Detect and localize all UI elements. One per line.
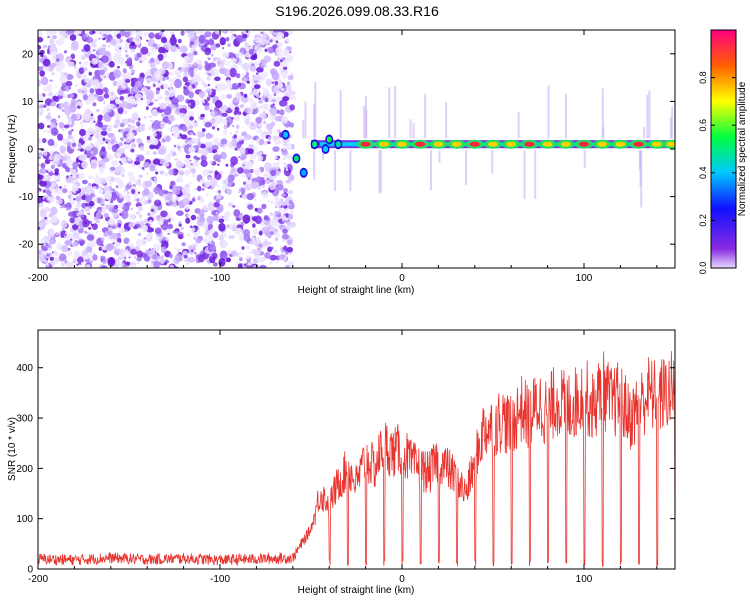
spectrogram-xlabel: Height of straight line (km) — [298, 285, 415, 296]
colorbar-gradient — [710, 29, 737, 269]
snr-plot-frame — [37, 329, 676, 570]
colorbar-tick-label: 0.0 — [698, 262, 708, 275]
snr-ytick-label: 300 — [16, 414, 33, 425]
snr-ytick-label: 400 — [16, 363, 33, 374]
track-blob-core — [293, 155, 299, 162]
snr-ytick-label: 0 — [27, 565, 33, 576]
track-peak — [397, 141, 407, 147]
snr-xlabel: Height of straight line (km) — [298, 585, 415, 596]
spectrogram-xtick-label: 100 — [576, 273, 593, 284]
spectrogram-ytick-label: 0 — [27, 145, 33, 156]
figure-title: S196.2026.099.08.33.R16 — [275, 3, 439, 19]
spectrogram-xtick-label: 0 — [399, 273, 405, 284]
spectrogram-ylabel: Frequency (Hz) — [7, 115, 18, 184]
track-blob-core — [301, 169, 307, 176]
snr-xtick-label: -200 — [28, 574, 48, 585]
snr-xtick-label: 100 — [576, 574, 593, 585]
spectrogram-xtick-label: -200 — [28, 273, 48, 284]
track-peak — [579, 141, 589, 147]
track-blob-core — [312, 141, 318, 148]
track-peak — [633, 141, 644, 147]
snr-ytick-label: 200 — [16, 464, 33, 475]
spectrogram-track — [281, 129, 675, 178]
track-peak — [615, 141, 626, 147]
snr-panel: -200 -100 0 100 0 100 200 300 400 Height of stra… — [7, 329, 676, 596]
snr-xtick-label: 0 — [399, 574, 405, 585]
snr-xtick-label: -100 — [210, 574, 230, 585]
track-peak — [666, 141, 675, 147]
colorbar-tick-label: 0.6 — [698, 119, 708, 132]
track-peak — [524, 141, 535, 147]
spectrogram-ytick-label: 10 — [22, 97, 34, 108]
track-blob-core — [335, 141, 341, 148]
colorbar: 0.0 0.2 0.4 0.6 0.8 Normalized spectral ampl… — [698, 29, 748, 275]
track-peak — [360, 141, 371, 147]
track-peak — [378, 141, 389, 147]
track-peak — [451, 141, 462, 147]
spectrogram-noise-region — [38, 30, 296, 268]
spectrogram-streaks — [302, 81, 674, 208]
colorbar-tick-label: 0.4 — [698, 167, 708, 180]
spectrogram-ytick-label: -20 — [19, 240, 34, 251]
track-peak — [542, 141, 553, 147]
colorbar-tick-label: 0.8 — [698, 71, 708, 84]
colorbar-label: Normalized spectral amplitude — [737, 81, 748, 216]
spectrogram-ytick-label: -10 — [19, 192, 34, 203]
spectrogram-xtick-label: -100 — [210, 273, 230, 284]
snr-ytick-label: 100 — [16, 514, 33, 525]
track-peak — [488, 141, 498, 147]
track-peak — [560, 141, 571, 147]
track-peak — [469, 141, 480, 147]
colorbar-tick-label: 0.2 — [698, 214, 708, 227]
track-peak — [597, 141, 608, 147]
track-blob-core — [283, 131, 289, 138]
track-blob-core — [323, 146, 329, 152]
track-peak — [433, 141, 444, 147]
track-blob-core — [326, 136, 332, 143]
snr-ylabel: SNR (10 * v/v) — [7, 417, 18, 481]
track-peak — [651, 141, 662, 147]
snr-series-line — [38, 351, 675, 568]
track-peak — [415, 141, 426, 147]
track-peak — [506, 141, 517, 147]
spectrogram-ytick-label: 20 — [22, 49, 34, 60]
